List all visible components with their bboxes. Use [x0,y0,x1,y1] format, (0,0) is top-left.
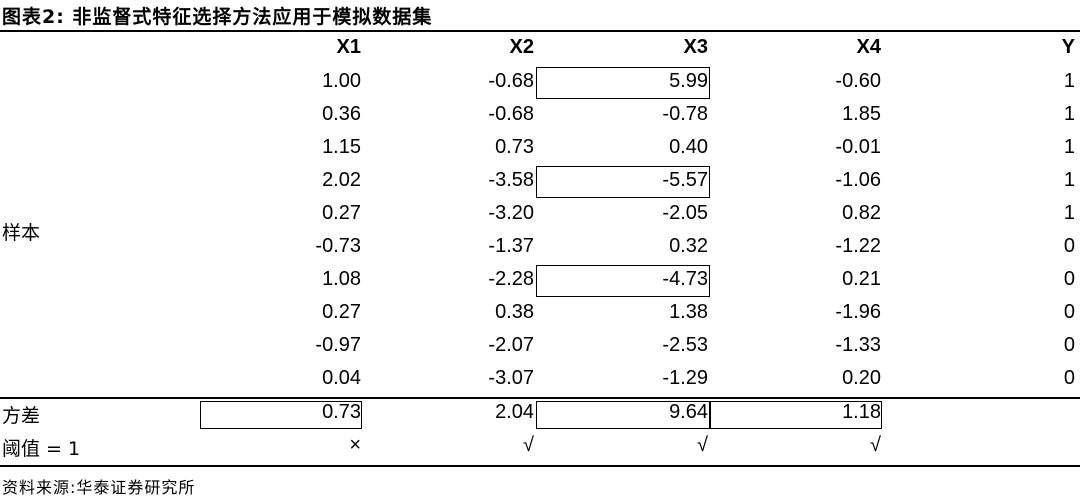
table-cell: -1.96 [835,301,881,323]
table-cell: 2.02 [322,169,361,191]
table-cell: -3.20 [488,202,534,224]
table-cell: -0.01 [835,136,881,158]
table-cell: -2.53 [662,334,708,356]
table-cell: -0.78 [662,103,708,125]
column-header-y: Y [1061,36,1075,58]
table-cell: -2.05 [662,202,708,224]
figure-title: 图表2: 非监督式特征选择方法应用于模拟数据集 [2,6,433,28]
table-cell: -1.33 [835,334,881,356]
table-cell: -0.60 [835,70,881,92]
table-cell: -0.97 [315,334,361,356]
table-cell: 1 [1063,136,1075,158]
table-cell: 0 [1063,334,1075,356]
table-cell: 0.82 [842,202,881,224]
table-cell: 1.08 [322,268,361,290]
table-cell: 1 [1063,103,1075,125]
table-cell: -0.68 [488,103,534,125]
threshold-mark: √ [870,434,881,456]
table-cell: 1 [1063,169,1075,191]
table-cell: -3.07 [488,367,534,389]
column-header-x1: X1 [336,36,361,58]
threshold-mark: √ [697,434,708,456]
table-cell: 0 [1063,235,1075,257]
table-cell: 1 [1063,202,1075,224]
column-header-x4: X4 [856,36,881,58]
table-cell: 0.27 [322,301,361,323]
table-cell: -2.28 [488,268,534,290]
threshold-mark: × [349,434,361,456]
threshold-label: 阈值 = 1 [2,438,81,460]
table-cell: 0.73 [495,136,534,158]
table-cell: 0 [1063,301,1075,323]
table-cell: 0.38 [495,301,534,323]
table-cell: 1.38 [669,301,708,323]
threshold-mark: √ [523,434,534,456]
variance-cell: 1.18 [842,401,881,423]
variance-cell: 2.04 [495,401,534,423]
table-cell: -0.68 [488,70,534,92]
sample-label: 样本 [2,222,41,244]
table-cell: 0.27 [322,202,361,224]
table-cell: -1.06 [835,169,881,191]
table-cell: -2.07 [488,334,534,356]
column-header-x2: X2 [509,36,534,58]
table-cell: 1.85 [842,103,881,125]
table-cell: -1.37 [488,235,534,257]
table-cell: -5.57 [662,169,708,191]
variance-cell: 9.64 [669,401,708,423]
variance-rule [0,397,1080,399]
table-cell: -0.73 [315,235,361,257]
table-cell: 0 [1063,367,1075,389]
variance-label: 方差 [2,405,41,427]
table-cell: 0.21 [842,268,881,290]
table-cell: 0.40 [669,136,708,158]
table-cell: 1.15 [322,136,361,158]
column-header-x3: X3 [683,36,708,58]
table-cell: 0.04 [322,367,361,389]
top-rule [0,30,1080,32]
table-cell: -4.73 [662,268,708,290]
table-cell: -1.29 [662,367,708,389]
source-note: 资料来源:华泰证券研究所 [2,478,196,497]
table-cell: 1 [1063,70,1075,92]
table-cell: 0.36 [322,103,361,125]
table-cell: 0.32 [669,235,708,257]
table-cell: -1.22 [835,235,881,257]
bottom-rule [0,465,1080,467]
table-cell: 0.20 [842,367,881,389]
variance-cell: 0.73 [322,401,361,423]
table-cell: -3.58 [488,169,534,191]
table-cell: 1.00 [322,70,361,92]
table-cell: 0 [1063,268,1075,290]
table-cell: 5.99 [669,70,708,92]
